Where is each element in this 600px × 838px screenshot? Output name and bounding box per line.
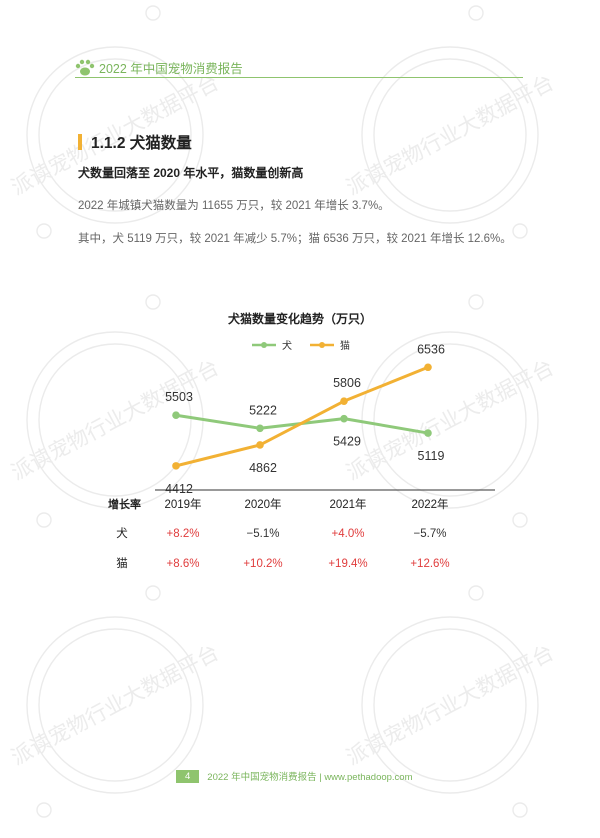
growth-value-1-2: +19.4% (328, 558, 367, 570)
growth-value-0-1: −5.1% (247, 528, 280, 540)
paragraph-breakdown: 其中，犬 5119 万只，较 2021 年减少 5.7%；猫 6536 万只，较… (78, 233, 512, 245)
paragraph-total: 2022 年城镇犬猫数量为 11655 万只，较 2021 年增长 3.7%。 (78, 200, 390, 212)
chart-title: 犬猫数量变化趋势（万只） (228, 311, 372, 326)
data-label-0-0: 5503 (165, 390, 193, 404)
data-label-0-2: 5429 (333, 435, 361, 449)
data-point-0-1 (256, 424, 264, 433)
x-tick-label-0: 2019年 (164, 497, 201, 511)
x-tick-label-2: 2021年 (329, 497, 366, 511)
section-accent-bar (78, 134, 82, 150)
growth-value-0-2: +4.0% (332, 528, 365, 540)
table-row-label-1: 猫 (116, 557, 128, 570)
section-title: 1.1.2 犬猫数量 (91, 135, 192, 152)
growth-value-1-0: +8.6% (167, 558, 200, 570)
table-header-label: 增长率 (108, 497, 141, 511)
page-footer: 4 2022 年中国宠物消费报告 | www.pethadoop.com (176, 769, 413, 783)
legend-label-1: 猫 (340, 339, 350, 352)
data-point-1-1 (256, 441, 264, 449)
legend-label-0: 犬 (282, 339, 292, 352)
growth-value-1-3: +12.6% (410, 558, 449, 570)
data-point-1-3 (424, 363, 432, 372)
data-label-1-1: 4862 (249, 461, 277, 475)
series-line-1 (174, 365, 430, 468)
data-point-0-3 (424, 429, 432, 437)
footer-text: 2022 年中国宠物消费报告 | www.pethadoop.com (207, 772, 413, 783)
data-label-0-3: 5119 (418, 449, 445, 463)
legend-marker-1 (319, 342, 325, 348)
data-label-1-3: 6536 (417, 342, 445, 356)
data-point-1-0 (172, 462, 180, 470)
growth-value-0-3: −5.7% (414, 528, 447, 540)
growth-value-0-0: +8.2% (167, 528, 200, 540)
x-tick-label-1: 2020年 (244, 497, 281, 511)
x-tick-label-3: 2022年 (411, 497, 448, 511)
growth-value-1-1: +10.2% (243, 558, 282, 570)
section-subtitle: 犬数量回落至 2020 年水平，猫数量创新高 (78, 166, 304, 180)
data-point-0-0 (172, 411, 180, 420)
data-point-1-2 (340, 397, 348, 405)
header-divider (75, 77, 523, 78)
series-layer: 5503 4412 5222 4862 5429 5806 5119 6536 (165, 342, 445, 496)
header-title: 2022 年中国宠物消费报告 (99, 62, 243, 76)
data-label-1-0: 4412 (165, 482, 193, 496)
data-point-0-2 (340, 414, 348, 423)
legend-marker-0 (261, 342, 267, 348)
report-header: 2022 年中国宠物消费报告 (75, 58, 243, 77)
section-heading: 1.1.2 犬猫数量 (78, 131, 192, 153)
table-row-label-0: 犬 (116, 526, 128, 540)
data-label-0-1: 5222 (249, 403, 277, 417)
data-label-1-2: 5806 (333, 376, 361, 390)
chart-legend: 犬猫 (252, 339, 350, 352)
page-number: 4 (176, 769, 200, 783)
paw-icon (75, 59, 95, 75)
